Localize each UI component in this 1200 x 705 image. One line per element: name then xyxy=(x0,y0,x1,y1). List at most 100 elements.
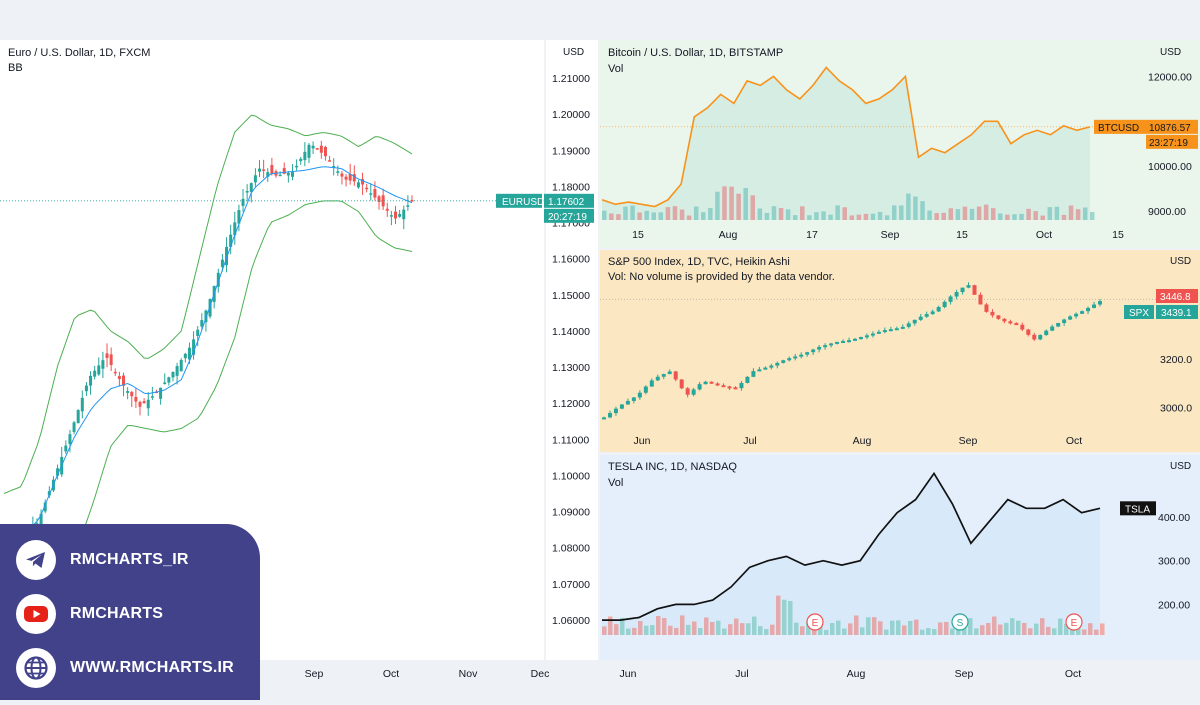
tsla-volume-bar xyxy=(1064,623,1069,635)
eurusd-y-tick: 1.20000 xyxy=(552,109,590,121)
eurusd-candle xyxy=(146,399,150,409)
youtube-link[interactable]: RMCHARTS xyxy=(16,594,163,634)
spx-candle xyxy=(607,413,612,418)
btc-currency: USD xyxy=(1160,47,1182,58)
eurusd-candle xyxy=(253,175,257,183)
eurusd-candle xyxy=(134,396,138,402)
spx-candle xyxy=(930,311,935,315)
spx-x-tick: Sep xyxy=(959,435,978,447)
spx-candle xyxy=(643,386,648,393)
spx-candle xyxy=(739,382,744,389)
eurusd-candle xyxy=(303,151,307,161)
btc-volume-bar xyxy=(983,204,989,220)
tsla-x-tick: Jun xyxy=(620,668,637,680)
eurusd-candle xyxy=(286,172,290,176)
eurusd-candle xyxy=(245,191,249,193)
spx-candle xyxy=(1038,335,1043,340)
eurusd-y-tick: 1.12000 xyxy=(552,398,590,410)
eurusd-candle xyxy=(113,371,117,374)
spx-y-tick: 3000.0 xyxy=(1160,403,1192,415)
eurusd-candle xyxy=(311,145,315,149)
eurusd-candle xyxy=(377,196,381,202)
eurusd-candle xyxy=(361,179,365,185)
eurusd-y-tick: 1.18000 xyxy=(552,181,590,193)
eurusd-candle xyxy=(352,174,356,182)
btc-volume-bar xyxy=(729,186,734,220)
btc-volume-bar xyxy=(835,205,840,220)
btc-volume-bar xyxy=(708,208,713,220)
spx-candle xyxy=(1056,323,1061,327)
tsla-volume-bar xyxy=(1082,629,1087,635)
btc-volume-bar xyxy=(814,212,819,220)
tsla-volume-bar xyxy=(620,617,625,635)
btc-volume-bar xyxy=(764,212,770,220)
btc-volume-bar xyxy=(856,214,862,220)
tsla-volume-bar xyxy=(1100,623,1105,635)
eurusd-candle xyxy=(122,375,126,386)
btc-volume-bar xyxy=(736,193,741,220)
eurusd-candle xyxy=(402,209,406,220)
spx-candle xyxy=(745,376,750,383)
globe-icon xyxy=(16,648,56,688)
btc-volume-bar xyxy=(743,187,748,220)
bb-indicator-label[interactable]: BB xyxy=(8,62,23,74)
tsla-chart[interactable]: 400.00 300.00 200.00 TSLA E S E xyxy=(600,455,1200,660)
spx-x-tick: Jun xyxy=(634,435,651,447)
eurusd-candle xyxy=(97,365,101,375)
btc-x-tick: Sep xyxy=(881,229,900,241)
tsla-volume-bar xyxy=(632,627,637,635)
tsla-volume-bar xyxy=(800,626,805,635)
spx-candle xyxy=(906,323,911,327)
eurusd-candle xyxy=(93,370,97,377)
tsla-volume-bar xyxy=(728,624,733,635)
spx-panel[interactable]: 3200.0 3000.0 3446.8 SPX 3439.1 Jun Jul Aug Sep O… xyxy=(600,250,1200,452)
tsla-volume-bar xyxy=(986,622,991,635)
eurusd-candle xyxy=(270,165,274,174)
eurusd-candle xyxy=(307,144,311,158)
tsla-volume-bar xyxy=(704,617,709,635)
website-url: WWW.RMCHARTS.IR xyxy=(70,659,234,676)
eurusd-y-tick: 1.19000 xyxy=(552,145,590,157)
eurusd-candle xyxy=(47,491,51,496)
eurusd-y-tick: 1.08000 xyxy=(552,543,590,555)
btc-volume-bar xyxy=(1061,214,1067,220)
eurusd-chart[interactable]: 1.210001.200001.190001.180001.170001.160… xyxy=(0,40,598,660)
tsla-event-marker xyxy=(806,613,824,631)
tsla-volume-bar xyxy=(644,625,649,635)
tsla-x-tick: Sep xyxy=(955,668,974,680)
spx-candle xyxy=(763,367,768,370)
tsla-panel[interactable]: 400.00 300.00 200.00 TSLA E S E TESLA INC, 1D,… xyxy=(600,455,1200,660)
spx-vol-note: Vol: No volume is provided by the data v… xyxy=(608,271,835,283)
tsla-volume-bar xyxy=(902,625,907,635)
eurusd-candle xyxy=(233,222,237,236)
spx-chart[interactable]: 3200.0 3000.0 3446.8 SPX 3439.1 Jun Jul Aug Sep O… xyxy=(600,250,1200,452)
tsla-volume-bar xyxy=(1010,618,1015,635)
btc-volume-bar xyxy=(785,209,791,220)
telegram-link[interactable]: RMCHARTS_IR xyxy=(16,540,189,580)
spx-candle xyxy=(942,301,947,308)
spx-candle xyxy=(817,346,822,350)
tsla-volume-bar xyxy=(938,622,943,635)
tsla-volume-bar xyxy=(776,595,781,635)
eurusd-price-badge xyxy=(544,193,594,208)
tsla-y-tick: 400.00 xyxy=(1158,512,1190,524)
eurusd-candle xyxy=(101,360,105,369)
eurusd-candle xyxy=(398,214,402,217)
tsla-volume-bar xyxy=(836,620,841,635)
spx-candle xyxy=(1080,311,1085,314)
spx-candle xyxy=(829,343,834,346)
btc-volume-bar xyxy=(842,207,847,220)
btcusd-chart[interactable]: 12000.00 10000.00 9000.00 BTCUSD 10876.57 23:… xyxy=(600,40,1200,248)
eurusd-price-label: 1.17602 xyxy=(548,197,585,208)
btc-volume-bar xyxy=(927,210,932,220)
eurusd-candle xyxy=(138,401,142,407)
btc-volume-bar xyxy=(990,208,996,220)
spx-candle xyxy=(715,383,720,386)
telegram-icon xyxy=(16,540,56,580)
btcusd-panel[interactable]: 12000.00 10000.00 9000.00 BTCUSD 10876.57 23:… xyxy=(600,40,1200,248)
btc-y-tick: 12000.00 xyxy=(1148,71,1192,83)
tsla-volume-bar xyxy=(1046,626,1051,635)
spx-candle xyxy=(984,304,989,312)
spx-candle xyxy=(775,362,780,366)
website-link[interactable]: WWW.RMCHARTS.IR xyxy=(16,648,234,688)
